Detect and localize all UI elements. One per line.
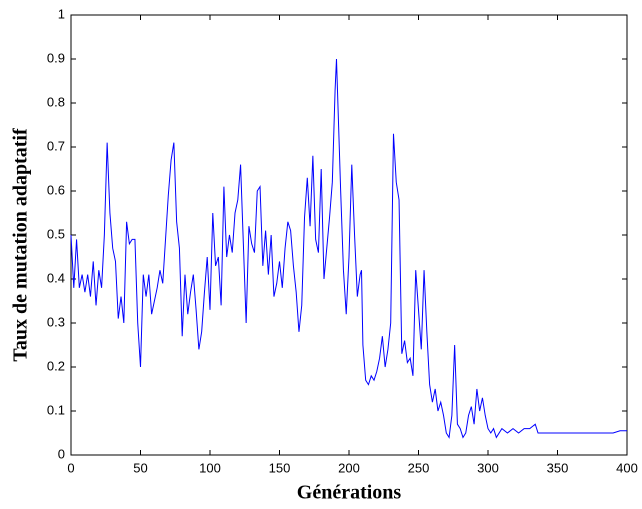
x-tick-label: 200 [338, 460, 360, 475]
plot-frame [70, 14, 628, 456]
x-tick-label: 100 [199, 460, 221, 475]
x-tick-label: 50 [133, 460, 147, 475]
y-tick-label: 0.2 [47, 358, 65, 373]
y-tick-label: 0.6 [47, 182, 65, 197]
x-tick-label: 150 [269, 460, 291, 475]
y-tick-label: 0.9 [47, 50, 65, 65]
y-tick-label: 0.7 [47, 138, 65, 153]
x-tick-label: 0 [67, 460, 74, 475]
x-axis-label: Générations [297, 482, 402, 504]
x-tick-label: 300 [477, 460, 499, 475]
y-tick-label: 0.8 [47, 94, 65, 109]
x-tick-label: 250 [408, 460, 430, 475]
y-tick-label: 0.4 [47, 270, 65, 285]
x-tick-label: 350 [547, 460, 569, 475]
y-axis-label: Taux de mutation adaptatif [10, 128, 32, 362]
y-tick-label: 0.1 [47, 402, 65, 417]
y-tick-label: 0.3 [47, 314, 65, 329]
x-tick-label: 400 [616, 460, 638, 475]
y-tick-label: 1 [58, 6, 65, 21]
y-tick-label: 0.5 [47, 226, 65, 241]
y-tick-label: 0 [58, 446, 65, 461]
data-line [70, 58, 627, 439]
